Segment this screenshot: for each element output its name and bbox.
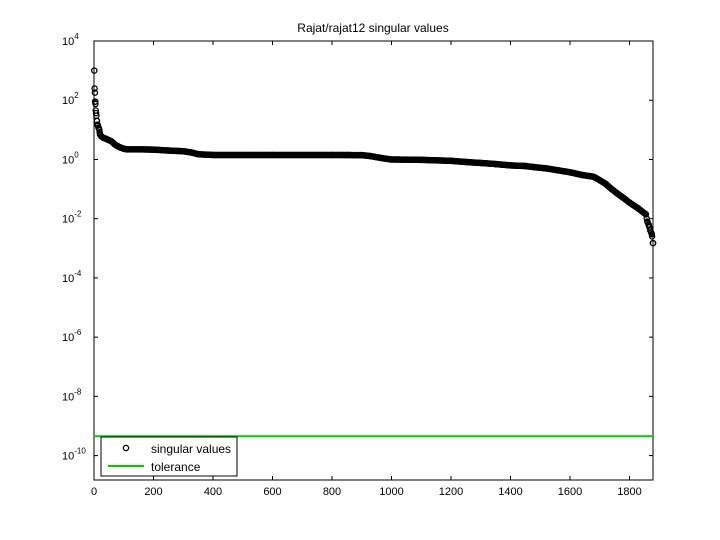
x-tick-label: 1600 <box>558 486 582 498</box>
data-point <box>92 100 99 108</box>
plot-frame <box>93 40 654 481</box>
y-tick-exponent: 4 <box>74 32 79 41</box>
data-point <box>91 89 99 96</box>
data-point <box>646 224 653 231</box>
y-tick-base: 10 <box>62 273 74 285</box>
data-point <box>642 211 650 218</box>
data-point <box>648 233 656 240</box>
y-tick-label: 10-4 <box>62 269 82 285</box>
data-point <box>643 215 651 222</box>
chart-title: Rajat/rajat12 singular values <box>297 21 448 35</box>
y-tick-label: 102 <box>62 91 79 107</box>
y-tick-exponent: -4 <box>74 269 82 278</box>
y-tick-base: 10 <box>62 214 74 226</box>
y-tick-base: 10 <box>62 451 74 463</box>
x-tick-label: 1800 <box>617 486 641 498</box>
data-point <box>647 229 655 236</box>
y-tick-label: 10-2 <box>62 210 82 226</box>
legend-box <box>100 436 238 477</box>
y-tick-exponent: -2 <box>74 210 82 219</box>
y-tick-exponent: -6 <box>74 328 82 337</box>
legend: singular values tolerance <box>100 436 238 477</box>
y-tick-base: 10 <box>62 332 74 344</box>
x-tick-label: 400 <box>204 486 222 498</box>
data-point <box>92 109 100 117</box>
y-tick-base: 10 <box>62 95 74 107</box>
y-tick-label: 104 <box>62 32 79 48</box>
y-tick-exponent: -8 <box>74 387 82 396</box>
y-tick-base: 10 <box>62 36 74 48</box>
x-tick-label: 1000 <box>379 486 403 498</box>
series-layer <box>91 67 657 438</box>
x-tick-label: 1400 <box>498 486 522 498</box>
x-tick-label: 600 <box>263 486 281 498</box>
legend-label-tolerance: tolerance <box>151 460 201 474</box>
data-point <box>91 67 98 74</box>
y-tick-base: 10 <box>62 154 74 166</box>
legend-label-singular-values: singular values <box>151 442 231 456</box>
y-tick-exponent: -10 <box>74 447 86 456</box>
y-tick-exponent: 0 <box>74 150 79 159</box>
data-point <box>645 221 652 228</box>
legend-marker-singular-values <box>122 444 130 452</box>
x-tick-label: 1200 <box>439 486 463 498</box>
x-axis: 0 200 400 600 800 1000 1200 1400 1600 1800 <box>91 41 642 498</box>
y-tick-label: 100 <box>62 150 79 166</box>
y-tick-exponent: 2 <box>74 91 79 100</box>
data-point <box>91 98 99 105</box>
y-tick-label: 10-10 <box>62 447 86 463</box>
data-point <box>649 239 657 247</box>
y-tick-base: 10 <box>62 391 74 403</box>
x-tick-label: 0 <box>91 486 97 498</box>
data-point <box>95 125 103 132</box>
x-tick-label: 200 <box>144 486 162 498</box>
x-tick-label: 800 <box>323 486 341 498</box>
data-point <box>91 85 98 92</box>
y-tick-label: 10-6 <box>62 328 82 344</box>
y-tick-label: 10-8 <box>62 387 82 403</box>
